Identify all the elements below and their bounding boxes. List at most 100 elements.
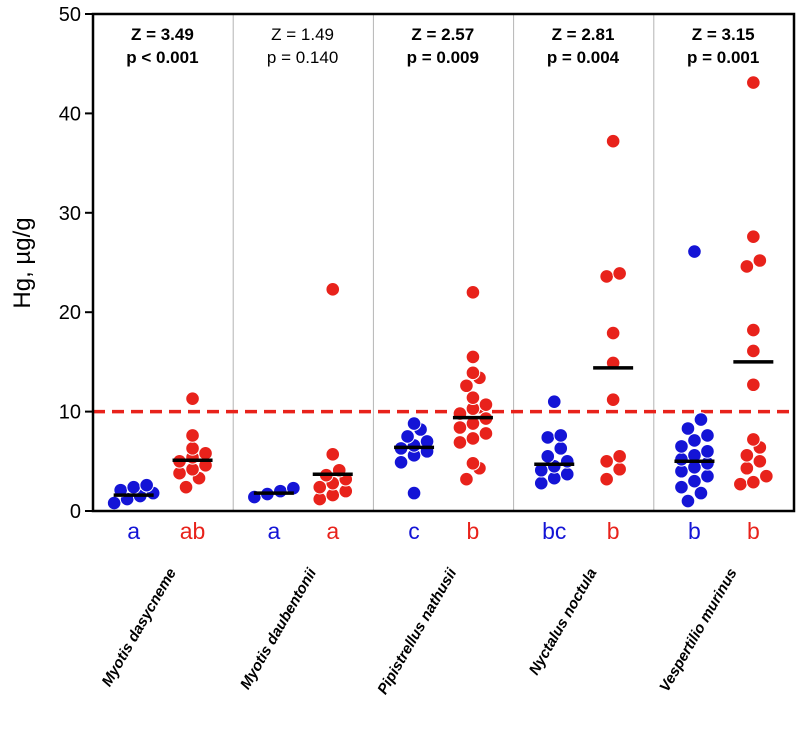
red-point xyxy=(599,269,614,284)
blue-point xyxy=(553,428,569,443)
blue-point xyxy=(687,244,702,259)
species-label: Vespertilio murinus xyxy=(656,566,740,695)
blue-group-letter: a xyxy=(267,518,280,544)
blue-point xyxy=(406,416,422,431)
blue-point xyxy=(540,430,556,445)
blue-point xyxy=(700,428,715,443)
red-point xyxy=(465,365,481,381)
data-points xyxy=(106,75,774,511)
red-point xyxy=(465,349,481,365)
y-tick-label: 50 xyxy=(59,4,81,26)
blue-point xyxy=(674,452,689,467)
y-tick-label: 40 xyxy=(59,103,81,125)
red-point xyxy=(746,474,761,490)
p-value: p < 0.001 xyxy=(126,48,198,67)
species-label: Pipistrellus nathusii xyxy=(374,565,460,698)
red-point xyxy=(746,343,761,359)
red-point xyxy=(612,266,627,281)
red-point xyxy=(759,468,774,484)
blue-point xyxy=(687,473,702,489)
red-group-letter: b xyxy=(747,518,760,544)
y-tick-label: 30 xyxy=(59,203,81,225)
blue-point xyxy=(553,441,569,456)
red-point xyxy=(478,397,494,412)
plot-frame xyxy=(91,12,796,513)
red-point xyxy=(746,432,761,447)
blue-point xyxy=(393,454,409,470)
z-statistic: Z = 2.57 xyxy=(411,25,474,44)
red-point xyxy=(739,448,755,463)
z-statistic: Z = 3.49 xyxy=(131,25,194,44)
y-tick-label: 20 xyxy=(59,302,81,324)
y-tick-label: 10 xyxy=(59,402,81,424)
median-bars xyxy=(113,360,774,497)
species-labels: Myotis dasycneme Myotis daubentonii Pipist… xyxy=(98,565,740,698)
red-point xyxy=(178,479,194,495)
red-point xyxy=(739,460,755,476)
red-point xyxy=(465,285,481,300)
y-axis-label: Hg, µg/g xyxy=(9,217,36,308)
red-point xyxy=(185,428,200,443)
blue-point xyxy=(687,433,702,448)
red-point xyxy=(198,446,213,461)
blue-point xyxy=(674,479,689,495)
group-letters: a ab a a c b bc b b b xyxy=(127,518,759,544)
blue-point xyxy=(540,449,556,464)
red-point xyxy=(752,253,768,268)
blue-point xyxy=(674,439,689,454)
red-group-letter: b xyxy=(467,518,480,544)
z-statistic: Z = 3.15 xyxy=(692,25,755,44)
blue-point xyxy=(533,475,549,491)
blue-group-letter: bc xyxy=(542,518,566,544)
red-point xyxy=(746,75,761,90)
red-point xyxy=(612,461,627,477)
red-point xyxy=(612,449,627,464)
red-point xyxy=(605,325,621,341)
red-point xyxy=(465,431,481,446)
species-label: Myotis dasycneme xyxy=(98,566,179,690)
red-point xyxy=(746,377,761,393)
red-point xyxy=(599,471,614,487)
red-point xyxy=(465,390,481,405)
p-value: p = 0.004 xyxy=(547,48,620,67)
species-label: Nyctalus noctula xyxy=(526,566,601,678)
blue-point xyxy=(546,394,562,409)
blue-point xyxy=(680,493,696,509)
red-point xyxy=(599,454,614,469)
blue-group-letter: a xyxy=(127,518,140,544)
red-point xyxy=(733,476,748,492)
blue-point xyxy=(559,466,575,482)
red-point xyxy=(746,322,761,338)
red-point xyxy=(459,471,474,487)
p-value: p = 0.001 xyxy=(687,48,759,67)
red-point xyxy=(185,441,200,456)
p-value: p = 0.140 xyxy=(267,48,338,67)
red-point xyxy=(185,391,200,406)
blue-point xyxy=(400,429,415,444)
z-statistic: Z = 2.81 xyxy=(552,25,615,44)
red-point xyxy=(325,282,341,297)
red-group-letter: ab xyxy=(180,518,206,544)
red-group-letter: b xyxy=(607,518,620,544)
group-separators xyxy=(232,14,655,511)
z-statistic: Z = 1.49 xyxy=(271,25,334,44)
y-axis: 0 10 20 30 40 50 xyxy=(59,4,93,523)
y-tick-label: 0 xyxy=(70,501,81,523)
blue-group-letter: c xyxy=(408,518,420,544)
blue-point xyxy=(693,412,709,427)
red-point xyxy=(746,229,761,244)
red-point xyxy=(312,479,328,495)
red-point xyxy=(478,426,494,441)
blue-point xyxy=(139,477,154,493)
blue-point xyxy=(106,495,122,511)
blue-point xyxy=(700,468,715,484)
blue-group-letter: b xyxy=(688,518,701,544)
stat-annotations: Z = 3.49 p < 0.001 Z = 1.49 p = 0.140 Z = 2.… xyxy=(126,25,759,67)
blue-point xyxy=(680,421,696,436)
red-point xyxy=(752,454,768,469)
red-point xyxy=(605,392,621,407)
red-point xyxy=(459,378,474,394)
red-point xyxy=(605,133,621,149)
blue-point xyxy=(273,483,288,499)
